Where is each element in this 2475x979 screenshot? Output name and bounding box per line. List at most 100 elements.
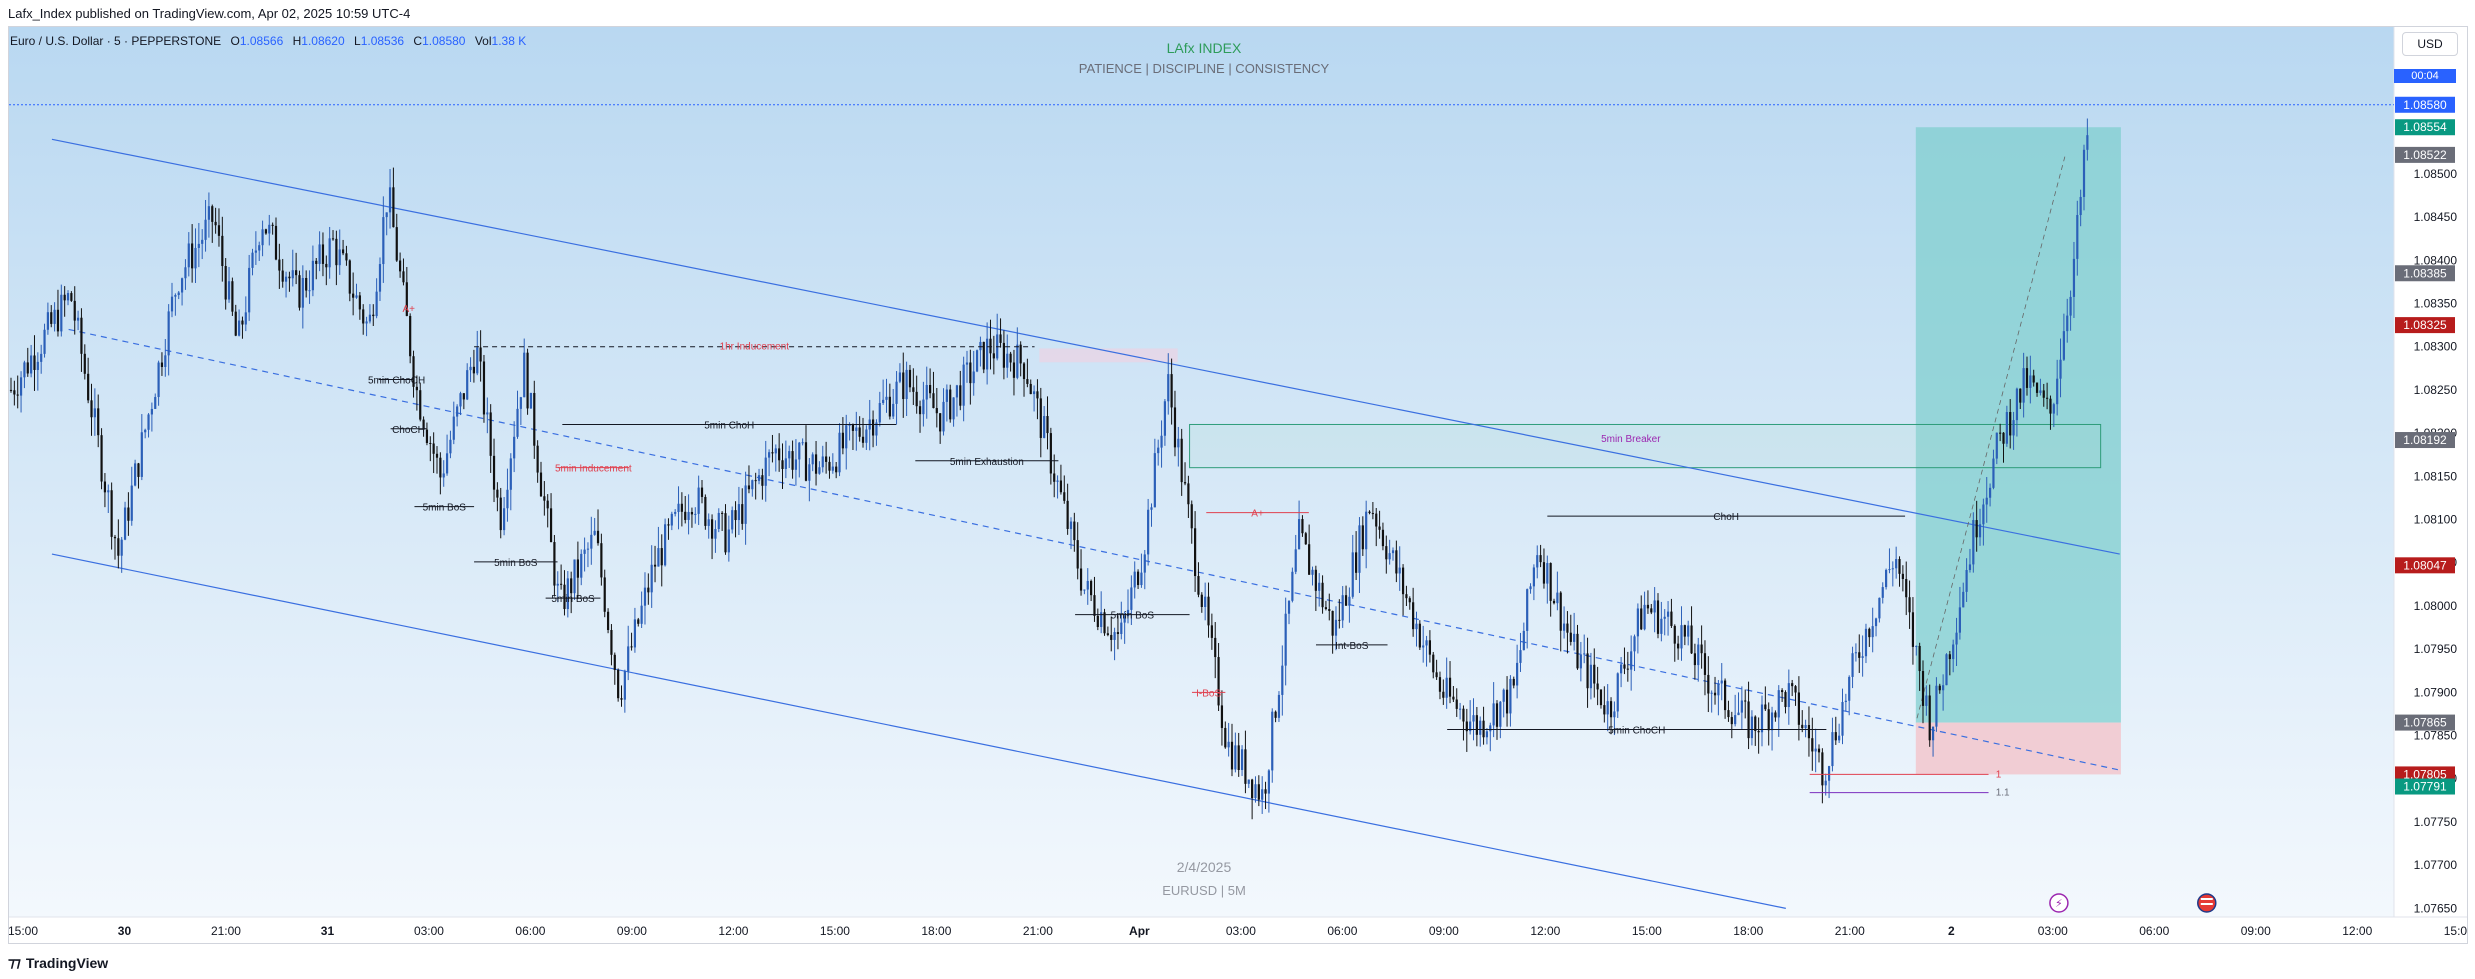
candle — [1848, 675, 1851, 716]
y-tick-label: 1.08500 — [2414, 167, 2458, 181]
candle — [1509, 675, 1512, 727]
candle — [502, 497, 506, 536]
candle — [1348, 587, 1351, 623]
candle — [234, 304, 237, 337]
price-chart[interactable]: 5min ChoCH ChoCH 5min BoS 5min BoS 5min BoS 1… — [9, 27, 2467, 943]
candle — [1687, 620, 1690, 646]
candle — [751, 479, 754, 497]
candle — [1693, 643, 1697, 680]
price-tag: 1.08192 — [2395, 432, 2455, 449]
x-tick-label: 03:00 — [414, 924, 444, 938]
candle — [1915, 645, 1918, 656]
candle — [962, 356, 965, 422]
candle — [1271, 708, 1274, 783]
candle — [1945, 653, 1948, 686]
candle — [469, 357, 472, 383]
candle — [425, 422, 429, 446]
candle — [1814, 728, 1817, 773]
candle — [670, 511, 673, 531]
candle — [1458, 702, 1462, 720]
candle — [1230, 723, 1234, 777]
candle — [2019, 388, 2022, 410]
candle — [318, 231, 321, 272]
candle — [1331, 610, 1334, 654]
candle — [721, 511, 724, 531]
candle — [885, 378, 888, 413]
candle — [1361, 516, 1364, 556]
publish-line: Lafx_Index published on TradingView.com,… — [8, 6, 411, 21]
candle — [1670, 598, 1673, 628]
chart-frame[interactable]: 5min ChoCH ChoCH 5min BoS 5min BoS 5min BoS 1… — [8, 26, 2468, 944]
candle — [573, 559, 576, 601]
legend-high: 1.08620 — [301, 34, 345, 48]
footer-brand[interactable]: ⁊⁊ TradingView — [8, 954, 108, 971]
candle — [878, 391, 881, 427]
candle — [127, 492, 130, 536]
x-tick-label: 21:00 — [1835, 924, 1865, 938]
annotation-label: 5min BoS — [423, 503, 467, 514]
candle — [647, 573, 650, 605]
candle — [999, 318, 1002, 348]
candle — [170, 282, 174, 318]
candle — [489, 404, 492, 473]
candle — [1136, 569, 1140, 589]
candle — [2066, 298, 2069, 343]
candle — [63, 286, 66, 317]
candle — [1921, 660, 1925, 724]
candle — [1448, 661, 1452, 704]
candle — [207, 192, 211, 238]
candle — [1703, 640, 1707, 696]
candle — [1261, 776, 1264, 814]
currency-button[interactable]: USD — [2402, 32, 2458, 56]
lightning-event-icon[interactable]: ⚡ — [2049, 893, 2069, 913]
candle — [767, 449, 771, 477]
candle — [295, 252, 298, 285]
candle — [905, 361, 908, 417]
candle — [1626, 651, 1629, 682]
legend-low: 1.08536 — [360, 34, 405, 48]
candle — [1673, 624, 1676, 662]
candle — [596, 509, 600, 546]
candle — [761, 468, 764, 500]
candle — [895, 371, 898, 425]
candle — [140, 414, 143, 481]
candle — [117, 519, 120, 569]
annotation-label: 5min BoS — [1111, 611, 1155, 622]
us-flag-event-icon[interactable] — [2197, 893, 2217, 913]
x-tick-label: 21:00 — [1023, 924, 1053, 938]
candle — [710, 514, 714, 560]
watermark-title: LAfx INDEX — [1167, 40, 1242, 56]
candle — [40, 344, 43, 374]
candle — [1744, 689, 1747, 719]
candle — [613, 652, 616, 685]
candle — [855, 411, 858, 451]
candle — [1529, 583, 1532, 594]
candle — [1110, 616, 1113, 652]
watermark-subtitle: PATIENCE | DISCIPLINE | CONSISTENCY — [1079, 61, 1330, 76]
candle — [1677, 635, 1680, 660]
candle — [610, 624, 613, 666]
candle — [392, 167, 395, 228]
candle — [352, 272, 355, 316]
candle — [335, 230, 338, 286]
candle — [653, 545, 657, 583]
candle — [1489, 722, 1492, 752]
candle — [1650, 603, 1653, 615]
candle — [871, 410, 875, 448]
candle — [2002, 432, 2005, 463]
candle — [1338, 599, 1341, 629]
candle — [1264, 781, 1267, 810]
candle — [1016, 327, 1019, 380]
candle — [875, 419, 878, 446]
candle — [422, 416, 425, 437]
legend-low-label: L — [354, 34, 361, 48]
candle — [1482, 706, 1485, 745]
candle — [311, 245, 314, 297]
candle — [908, 364, 912, 393]
candle — [563, 570, 566, 616]
candle — [1640, 595, 1643, 631]
candle — [1858, 634, 1861, 673]
candle — [784, 440, 787, 479]
candle — [1079, 549, 1083, 596]
candle — [704, 494, 707, 530]
